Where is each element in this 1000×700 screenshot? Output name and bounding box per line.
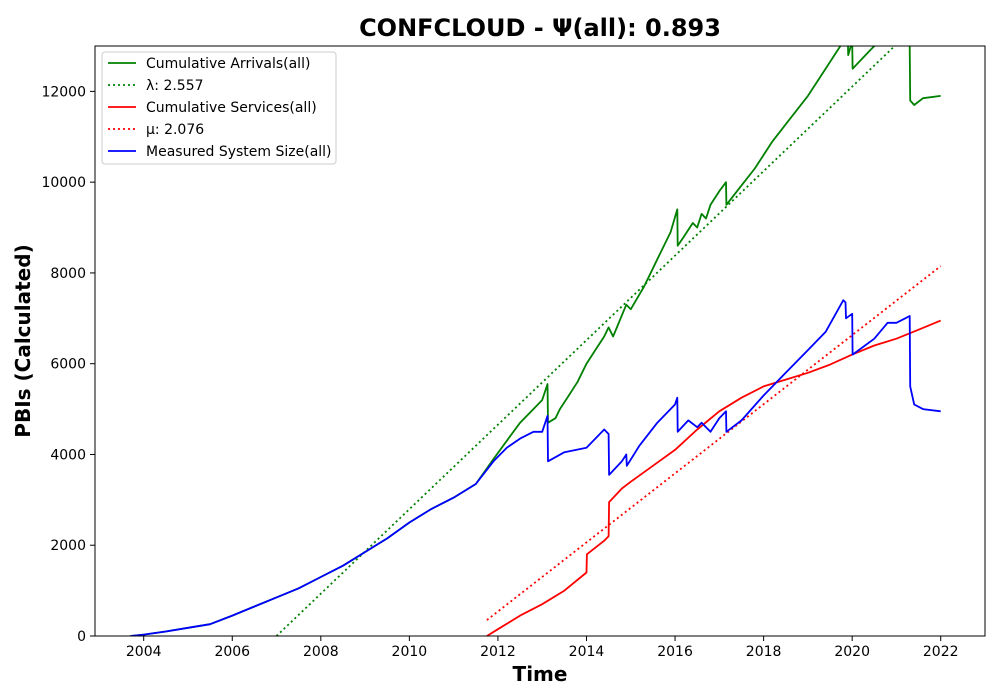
chart-title: CONFCLOUD - Ψ(all): 0.893 [359, 14, 721, 42]
legend-label-cumulative-arrivals-all: Cumulative Arrivals(all) [146, 56, 310, 72]
y-tick-label: 10000 [41, 175, 86, 191]
x-tick-label: 2018 [746, 644, 782, 660]
legend-label-measured-system-size-all: Measured System Size(all) [146, 144, 332, 160]
x-tick-label: 2020 [834, 644, 870, 660]
x-tick-label: 2008 [303, 644, 339, 660]
x-tick-label: 2016 [657, 644, 693, 660]
y-tick-label: 8000 [50, 266, 86, 282]
x-tick-label: 2014 [569, 644, 605, 660]
y-tick-label: 6000 [50, 357, 86, 373]
x-tick-label: 2006 [214, 644, 250, 660]
y-tick-label: 0 [77, 629, 86, 645]
x-axis-label: Time [513, 662, 568, 686]
plot-frame [94, 45, 986, 637]
x-tick-label: 2022 [923, 644, 959, 660]
series-layer [130, 46, 942, 636]
legend: Cumulative Arrivals(all) λ: 2.557 Cumulati… [101, 51, 337, 165]
y-tick-label: 12000 [41, 84, 86, 100]
legend-label-cumulative-services-all: Cumulative Services(all) [146, 100, 317, 116]
y-axis-label: PBIs (Calculated) [11, 244, 35, 437]
x-tick-label: 2012 [480, 644, 516, 660]
series-line-measured-system-size-all [130, 299, 941, 636]
series-line-cumulative-services-all [486, 319, 942, 636]
y-tick-label: 4000 [50, 447, 86, 463]
x-tick-label: 2010 [392, 644, 428, 660]
legend-label-2-076: μ: 2.076 [146, 122, 204, 138]
y-axis: 0 2000 4000 6000 8000 10000 12000 [41, 84, 95, 645]
x-tick-label: 2004 [126, 644, 162, 660]
legend-label-2-557: λ: 2.557 [146, 78, 204, 94]
series-line-2-076 [486, 265, 942, 621]
x-axis: 2004 2006 2008 2010 2012 2014 2016 2018 2020 2022 [126, 636, 959, 660]
legend-box [101, 51, 337, 165]
y-tick-label: 2000 [50, 538, 86, 554]
